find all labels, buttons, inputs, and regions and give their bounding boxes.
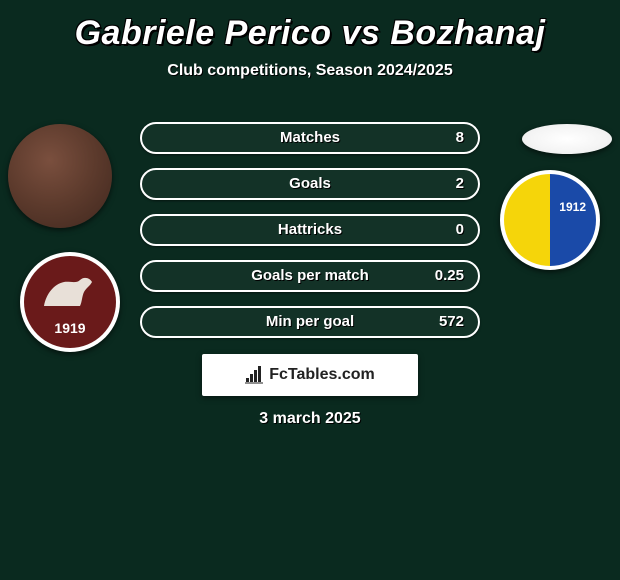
page-subtitle: Club competitions, Season 2024/2025 [0,62,620,80]
fctables-attribution[interactable]: FcTables.com [202,354,418,396]
stat-value-right: 572 [439,308,464,336]
club-left-year: 1919 [20,320,120,336]
stat-label: Min per goal [142,308,478,336]
stat-value-right: 0 [456,216,464,244]
stat-value-right: 2 [456,170,464,198]
fctables-label: FcTables.com [269,366,375,384]
stat-label: Goals per match [142,262,478,290]
horse-icon [40,272,96,312]
club-left-badge: 1919 [20,252,120,352]
stat-label: Matches [142,124,478,152]
stat-label: Hattricks [142,216,478,244]
club-right-year: 1912 [559,200,586,214]
player-right-photo [522,124,612,154]
stat-row: Matches 8 [140,122,480,154]
club-right-badge: 1912 [500,170,600,270]
stat-value-right: 0.25 [435,262,464,290]
bar-chart-icon [245,366,263,384]
club-right-badge-inner [504,174,596,266]
stat-row: Goals per match 0.25 [140,260,480,292]
stat-row: Goals 2 [140,168,480,200]
stat-row: Min per goal 572 [140,306,480,338]
stat-value-right: 8 [456,124,464,152]
date-label: 3 march 2025 [0,410,620,428]
page-title: Gabriele Perico vs Bozhanaj [0,14,620,53]
player-left-photo [8,124,112,228]
stat-label: Goals [142,170,478,198]
stat-row: Hattricks 0 [140,214,480,246]
stats-container: Matches 8 Goals 2 Hattricks 0 Goals per … [140,122,480,352]
